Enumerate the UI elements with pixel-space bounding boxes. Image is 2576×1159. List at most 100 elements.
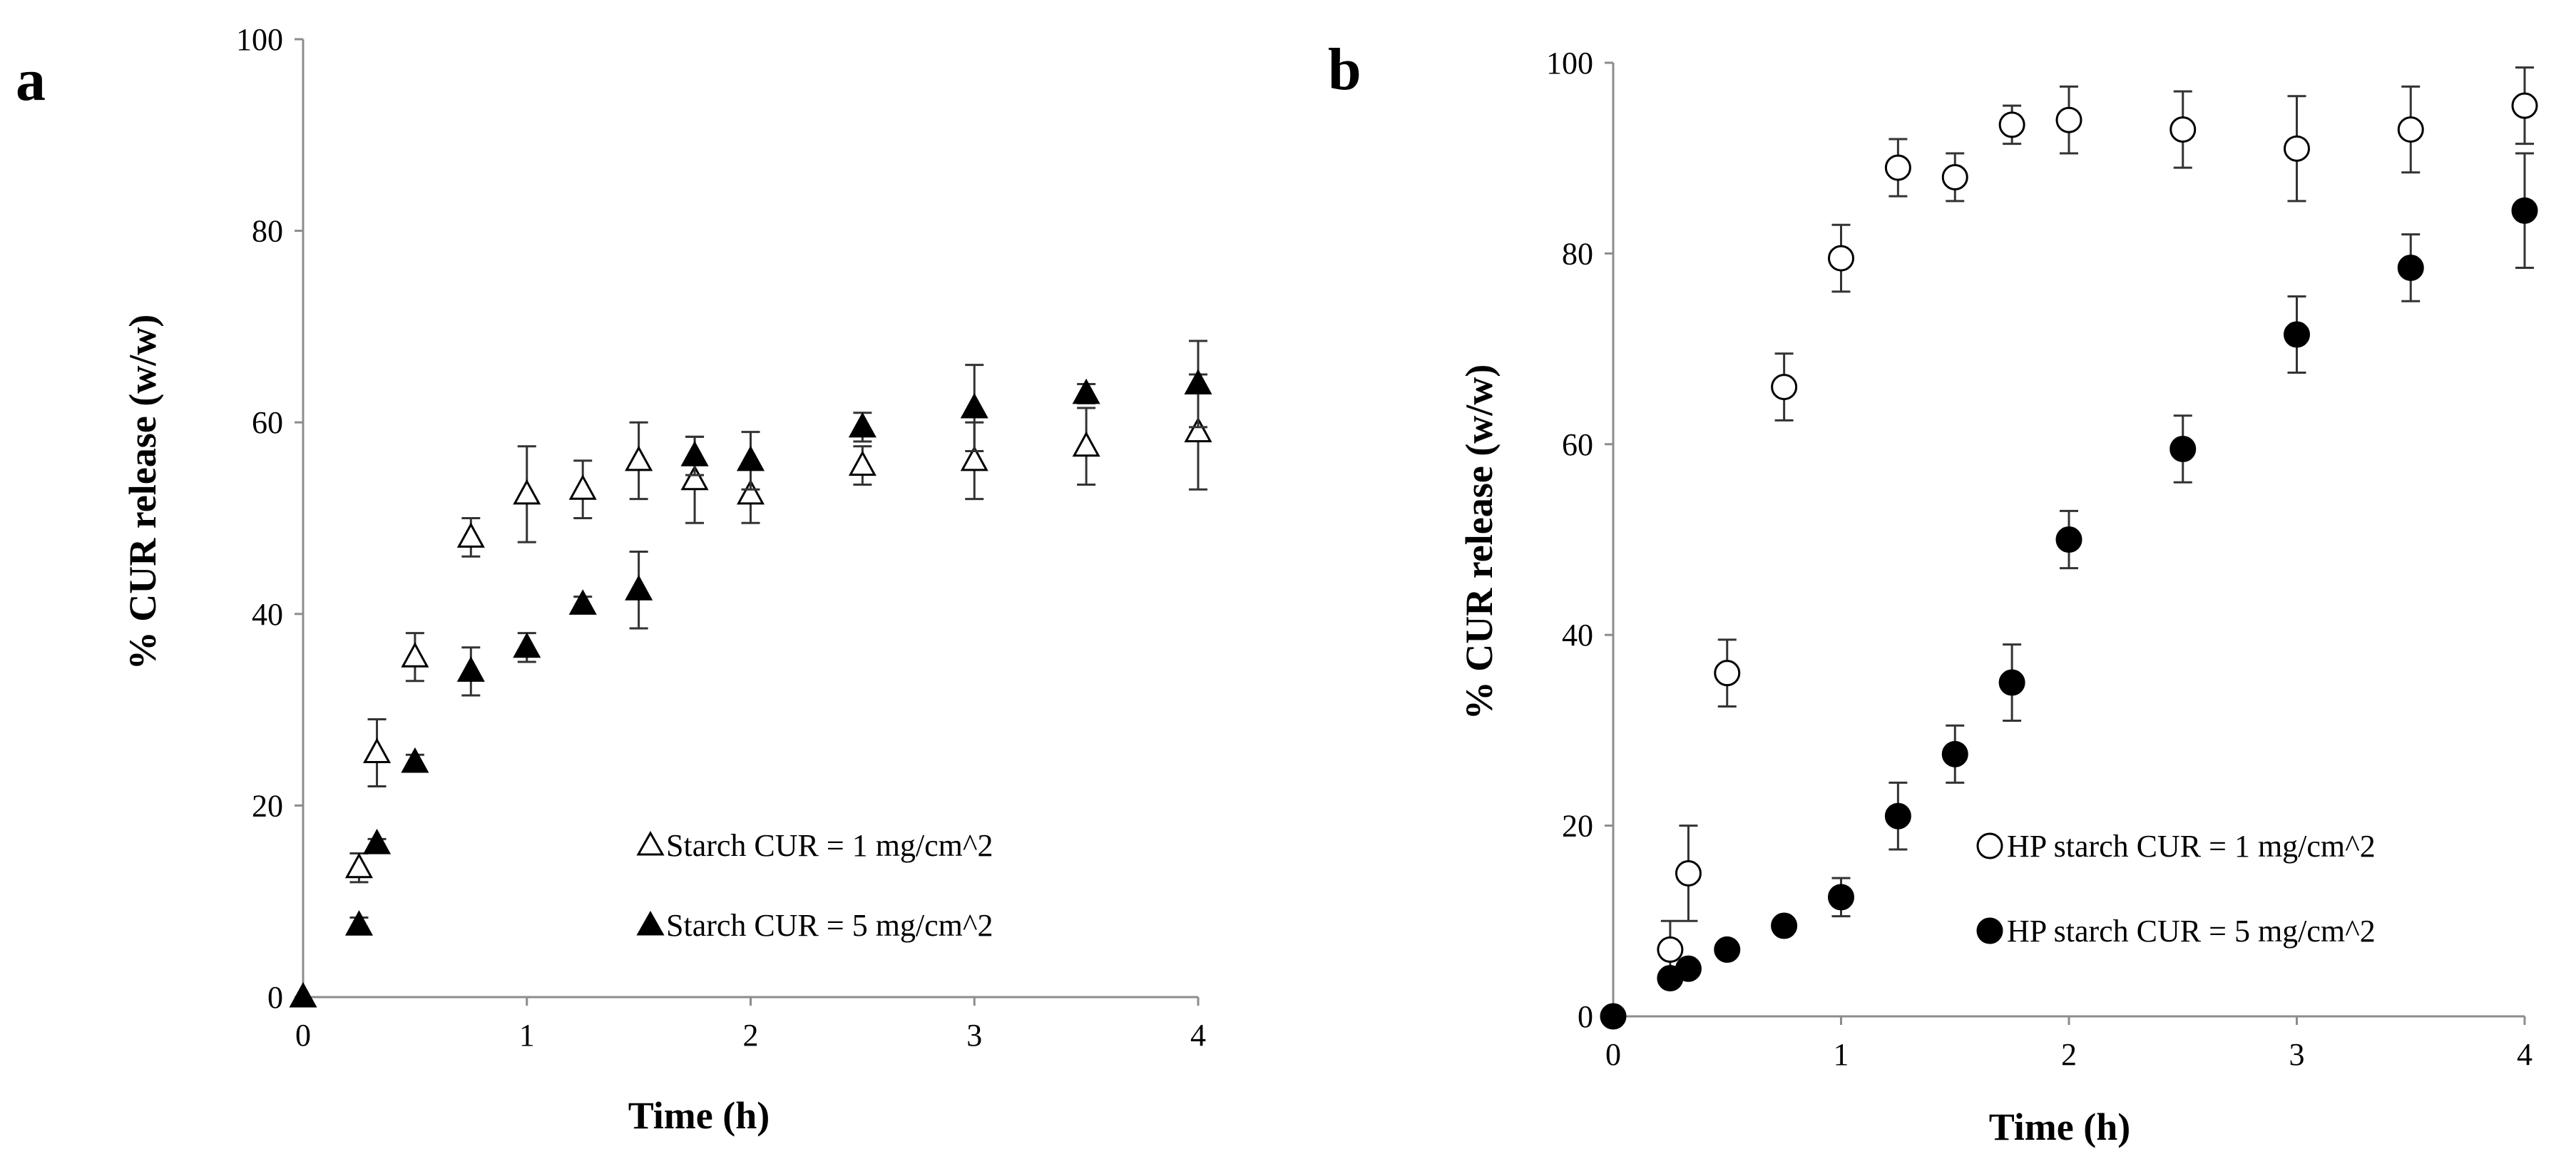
panel-b-axes: 0 20 40 60 80 100 0 1 2 3 4 xyxy=(1546,46,2532,1072)
data-point xyxy=(456,656,485,682)
data-point xyxy=(848,412,876,438)
data-point xyxy=(456,522,485,548)
panel-a-legend: Starch CUR = 1 mg/cm^2 Starch CUR = 5 mg… xyxy=(636,828,993,943)
panel-b-series-1 xyxy=(1657,66,2538,980)
panel-a-y-tick-label: 20 xyxy=(252,788,283,823)
data-point xyxy=(1771,374,1798,401)
panel-a-x-axis-label: Time (h) xyxy=(628,1094,770,1137)
panel-b-legend-symbol-1 xyxy=(1976,832,2003,859)
panel-a-marks xyxy=(289,339,1212,1008)
panel-a-y-tick-label: 100 xyxy=(236,22,283,57)
panel-a-series-1 xyxy=(344,373,1212,884)
data-point xyxy=(289,981,317,1008)
data-point xyxy=(568,474,597,500)
data-point xyxy=(1184,417,1212,443)
panel-b-y-tick-label: 40 xyxy=(1562,618,1593,653)
data-point xyxy=(736,479,765,505)
data-point xyxy=(625,445,653,471)
data-point xyxy=(2397,116,2424,143)
data-point xyxy=(568,589,597,615)
panel-b-legend-symbol-2 xyxy=(1976,917,2003,944)
chart-panel-a: a 0 20 40 60 80 100 0 1 2 3 4 Time (h) % CUR relea… xyxy=(16,22,1212,1137)
panel-b-x-tick-label: 2 xyxy=(2061,1037,2077,1072)
data-point xyxy=(344,852,373,879)
data-point xyxy=(2511,197,2538,224)
data-point xyxy=(2055,526,2082,553)
panel-a-axes: 0 20 40 60 80 100 0 1 2 3 4 xyxy=(236,22,1206,1053)
panel-a-series-2 xyxy=(289,339,1212,1008)
data-point xyxy=(401,642,429,668)
data-point xyxy=(1884,802,1911,829)
panel-a-x-tick-label: 2 xyxy=(743,1018,759,1053)
panel-letter-b: b xyxy=(1328,36,1361,103)
panel-b-y-tick-label: 80 xyxy=(1562,236,1593,271)
data-point xyxy=(680,464,709,491)
panel-a-y-tick-label: 80 xyxy=(252,214,283,249)
data-point xyxy=(363,737,392,764)
data-point xyxy=(513,479,541,505)
data-point xyxy=(2055,106,2082,133)
panel-a-legend-symbol-2 xyxy=(636,910,665,936)
data-point xyxy=(1072,431,1100,457)
panel-a-legend-label-2: Starch CUR = 5 mg/cm^2 xyxy=(666,908,993,943)
data-point xyxy=(1828,245,1854,272)
panel-a-y-tick-label: 40 xyxy=(252,597,283,632)
chart-panel-b: b 0 20 40 60 80 100 0 1 2 3 4 Time (h) % CUR relea… xyxy=(1328,36,2538,1148)
panel-a-x-tick-label: 3 xyxy=(966,1018,982,1053)
panel-b-x-tick-label: 3 xyxy=(2289,1037,2305,1072)
data-point xyxy=(1884,154,1911,181)
panel-b-x-tick-label: 0 xyxy=(1605,1037,1621,1072)
data-point xyxy=(1675,859,1702,887)
data-point xyxy=(2511,92,2538,119)
data-point xyxy=(1998,111,2025,138)
panel-a-legend-label-1: Starch CUR = 1 mg/cm^2 xyxy=(666,828,993,863)
data-point xyxy=(1600,1003,1627,1030)
panel-b-legend: HP starch CUR = 1 mg/cm^2 HP starch CUR … xyxy=(1976,829,2376,949)
panel-b-x-tick-label: 4 xyxy=(2517,1037,2532,1072)
panel-b-legend-label-2: HP starch CUR = 5 mg/cm^2 xyxy=(2007,914,2376,949)
panel-b-y-tick-label: 0 xyxy=(1578,999,1593,1034)
panel-b-y-tick-label: 60 xyxy=(1562,427,1593,462)
data-point xyxy=(1828,884,1854,911)
data-point xyxy=(1771,912,1798,939)
data-point xyxy=(1184,369,1212,394)
data-point xyxy=(625,575,653,601)
panel-a-x-tick-label: 0 xyxy=(295,1018,311,1053)
panel-a-x-tick-label: 1 xyxy=(519,1018,535,1053)
panel-a-y-tick-label: 60 xyxy=(252,405,283,440)
data-point xyxy=(1657,936,1684,963)
data-point xyxy=(344,910,373,936)
panel-a-legend-symbol-1 xyxy=(636,830,665,856)
panel-b-y-axis-label: % CUR release (w/w) xyxy=(1458,364,1501,720)
data-point xyxy=(1941,740,1968,767)
panel-b-series-2 xyxy=(1600,152,2538,1030)
data-point xyxy=(848,450,876,476)
data-point xyxy=(2397,254,2424,281)
panel-b-x-axis-label: Time (h) xyxy=(1989,1106,2131,1148)
panel-a-x-tick-label: 4 xyxy=(1190,1018,1206,1053)
data-point xyxy=(2169,435,2197,462)
data-point xyxy=(2284,135,2310,162)
panel-b-y-tick-label: 20 xyxy=(1562,809,1593,844)
panel-b-marks xyxy=(1600,66,2538,1030)
data-point xyxy=(401,747,429,773)
data-point xyxy=(2169,116,2197,143)
panel-b-legend-label-1: HP starch CUR = 1 mg/cm^2 xyxy=(2007,829,2376,864)
data-point xyxy=(1714,936,1741,963)
data-point xyxy=(513,632,541,658)
panel-letter-a: a xyxy=(16,47,46,113)
data-point xyxy=(363,829,392,854)
panel-a-y-tick-label: 0 xyxy=(267,980,283,1015)
panel-b-y-tick-label: 100 xyxy=(1546,46,1593,81)
data-point xyxy=(1998,669,2025,696)
panel-a-y-axis-label: % CUR release (w/w) xyxy=(121,315,164,670)
data-point xyxy=(1714,660,1741,687)
panel-b-x-tick-label: 1 xyxy=(1834,1037,1849,1072)
data-point xyxy=(1675,955,1702,982)
data-point xyxy=(960,445,988,471)
data-point xyxy=(736,445,765,471)
data-point xyxy=(1941,163,1968,190)
data-point xyxy=(1072,378,1100,404)
data-point xyxy=(960,392,988,419)
